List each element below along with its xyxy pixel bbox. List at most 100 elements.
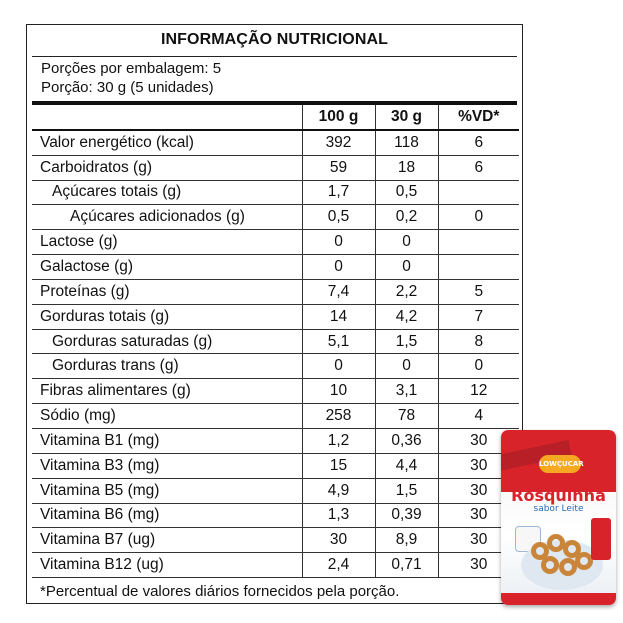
daily-value-percent: 6 — [437, 128, 519, 156]
header-cell — [32, 105, 302, 131]
nutrient-label: Sódio (mg) — [32, 403, 302, 429]
value-per-30g: 0,39 — [374, 503, 438, 529]
value-per-100g: 1,7 — [301, 180, 375, 206]
nutrient-label: Gorduras trans (g) — [32, 353, 302, 380]
servings-per-package: Porções por embalagem: 5 — [41, 60, 222, 77]
value-per-30g: 8,9 — [374, 527, 438, 554]
value-per-30g: 1,5 — [374, 478, 438, 504]
thick-divider — [32, 101, 517, 105]
value-per-100g: 2,4 — [301, 552, 375, 579]
nutrient-row: Vitamina B12 (ug) 2,4 0,71 30 — [32, 552, 519, 579]
value-per-100g: 4,9 — [301, 478, 375, 504]
footnote: *Percentual de valores diários fornecido… — [40, 583, 400, 600]
header-cell-vd: %VD* — [437, 105, 519, 131]
nutrient-row: Gorduras trans (g) 0 0 0 — [32, 353, 519, 380]
nutrient-row: Valor energético (kcal) 392 118 6 — [32, 128, 519, 156]
package-bottom-band — [501, 593, 616, 605]
daily-value-percent: 8 — [437, 329, 519, 355]
value-per-100g: 0 — [301, 229, 375, 256]
package-seal-icon — [591, 518, 611, 560]
nutrient-row: Vitamina B5 (mg) 4,9 1,5 30 — [32, 478, 519, 504]
daily-value-percent: 0 — [437, 353, 519, 380]
nutrient-label: Açúcares totais (g) — [32, 180, 302, 206]
value-per-100g: 258 — [301, 403, 375, 429]
nutrient-label: Vitamina B1 (mg) — [32, 428, 302, 454]
nutrient-row: Lactose (g) 0 0 — [32, 229, 519, 256]
cookie-ring-icon — [547, 534, 565, 552]
nutrient-label: Proteínas (g) — [32, 279, 302, 305]
product-name: Rosquinha — [511, 486, 606, 505]
value-per-100g: 1,3 — [301, 503, 375, 529]
table-header-row: 100 g 30 g %VD* — [32, 105, 519, 131]
nutrient-label: Vitamina B6 (mg) — [32, 503, 302, 529]
daily-value-percent: 4 — [437, 403, 519, 429]
nutrient-label: Vitamina B7 (ug) — [32, 527, 302, 554]
nutrient-row: Vitamina B1 (mg) 1,2 0,36 30 — [32, 428, 519, 454]
panel-title: INFORMAÇÃO NUTRICIONAL — [160, 31, 389, 48]
nutrient-row: Vitamina B3 (mg) 15 4,4 30 — [32, 453, 519, 479]
daily-value-percent: 12 — [437, 378, 519, 405]
brand-logo: LOWÇUCAR — [539, 455, 584, 473]
daily-value-percent — [437, 180, 519, 206]
product-flavor: sabor Leite — [501, 504, 616, 514]
nutrient-label: Valor energético (kcal) — [32, 128, 302, 156]
value-per-30g: 118 — [374, 128, 438, 156]
value-per-30g: 0 — [374, 229, 438, 256]
value-per-30g: 78 — [374, 403, 438, 429]
header-cell-30g: 30 g — [374, 105, 438, 131]
nutrient-row: Fibras alimentares (g) 10 3,1 12 — [32, 378, 519, 405]
value-per-100g: 0 — [301, 254, 375, 280]
value-per-30g: 0,71 — [374, 552, 438, 579]
nutrient-label: Vitamina B5 (mg) — [32, 478, 302, 504]
nutrient-label: Açúcares adicionados (g) — [32, 204, 302, 231]
nutrient-row: Açúcares adicionados (g) 0,5 0,2 0 — [32, 204, 519, 231]
cookie-ring-icon — [575, 552, 593, 570]
nutrient-label: Vitamina B12 (ug) — [32, 552, 302, 579]
cookie-ring-icon — [559, 558, 577, 576]
title-divider — [32, 56, 517, 57]
daily-value-percent: 6 — [437, 155, 519, 181]
cookie-ring-icon — [531, 542, 549, 560]
value-per-100g: 0,5 — [301, 204, 375, 231]
nutrient-label: Vitamina B3 (mg) — [32, 453, 302, 479]
nutrient-row: Proteínas (g) 7,4 2,2 5 — [32, 279, 519, 305]
nutrient-row: Carboidratos (g) 59 18 6 — [32, 155, 519, 181]
nutrient-label: Lactose (g) — [32, 229, 302, 256]
cookie-ring-icon — [563, 540, 581, 558]
nutrient-label: Gorduras saturadas (g) — [32, 329, 302, 355]
nutrition-facts-panel: INFORMAÇÃO NUTRICIONAL Porções por embal… — [26, 24, 523, 604]
value-per-30g: 4,2 — [374, 304, 438, 330]
daily-value-percent: 7 — [437, 304, 519, 330]
nutrient-row: Vitamina B7 (ug) 30 8,9 30 — [32, 527, 519, 554]
header-cell-100g: 100 g — [301, 105, 375, 131]
flavor-name: Leite — [561, 504, 584, 514]
nutrient-row: Gorduras totais (g) 14 4,2 7 — [32, 304, 519, 330]
value-per-100g: 0 — [301, 353, 375, 380]
nutrient-row: Açúcares totais (g) 1,7 0,5 — [32, 180, 519, 206]
nutrient-label: Gorduras totais (g) — [32, 304, 302, 330]
value-per-30g: 18 — [374, 155, 438, 181]
nutrient-label: Galactose (g) — [32, 254, 302, 280]
value-per-100g: 10 — [301, 378, 375, 405]
nutrition-table: 100 g 30 g %VD* Valor energético (kcal) 3… — [32, 105, 519, 579]
cookie-ring-icon — [541, 556, 559, 574]
value-per-100g: 392 — [301, 128, 375, 156]
value-per-100g: 7,4 — [301, 279, 375, 305]
nutrient-label: Fibras alimentares (g) — [32, 378, 302, 405]
value-per-30g: 3,1 — [374, 378, 438, 405]
value-per-100g: 15 — [301, 453, 375, 479]
daily-value-percent: 5 — [437, 279, 519, 305]
value-per-100g: 14 — [301, 304, 375, 330]
value-per-30g: 4,4 — [374, 453, 438, 479]
nutrient-row: Vitamina B6 (mg) 1,3 0,39 30 — [32, 503, 519, 529]
serving-info: Porções por embalagem: 5 Porção: 30 g (5… — [41, 59, 221, 97]
product-package-image: LOWÇUCAR Rosquinha sabor Leite — [501, 430, 616, 605]
value-per-30g: 0,5 — [374, 180, 438, 206]
nutrient-row: Gorduras saturadas (g) 5,1 1,5 8 — [32, 329, 519, 355]
daily-value-percent — [437, 229, 519, 256]
value-per-30g: 1,5 — [374, 329, 438, 355]
value-per-30g: 0,36 — [374, 428, 438, 454]
value-per-30g: 0 — [374, 254, 438, 280]
value-per-30g: 0,2 — [374, 204, 438, 231]
flavor-prefix: sabor — [533, 504, 559, 514]
